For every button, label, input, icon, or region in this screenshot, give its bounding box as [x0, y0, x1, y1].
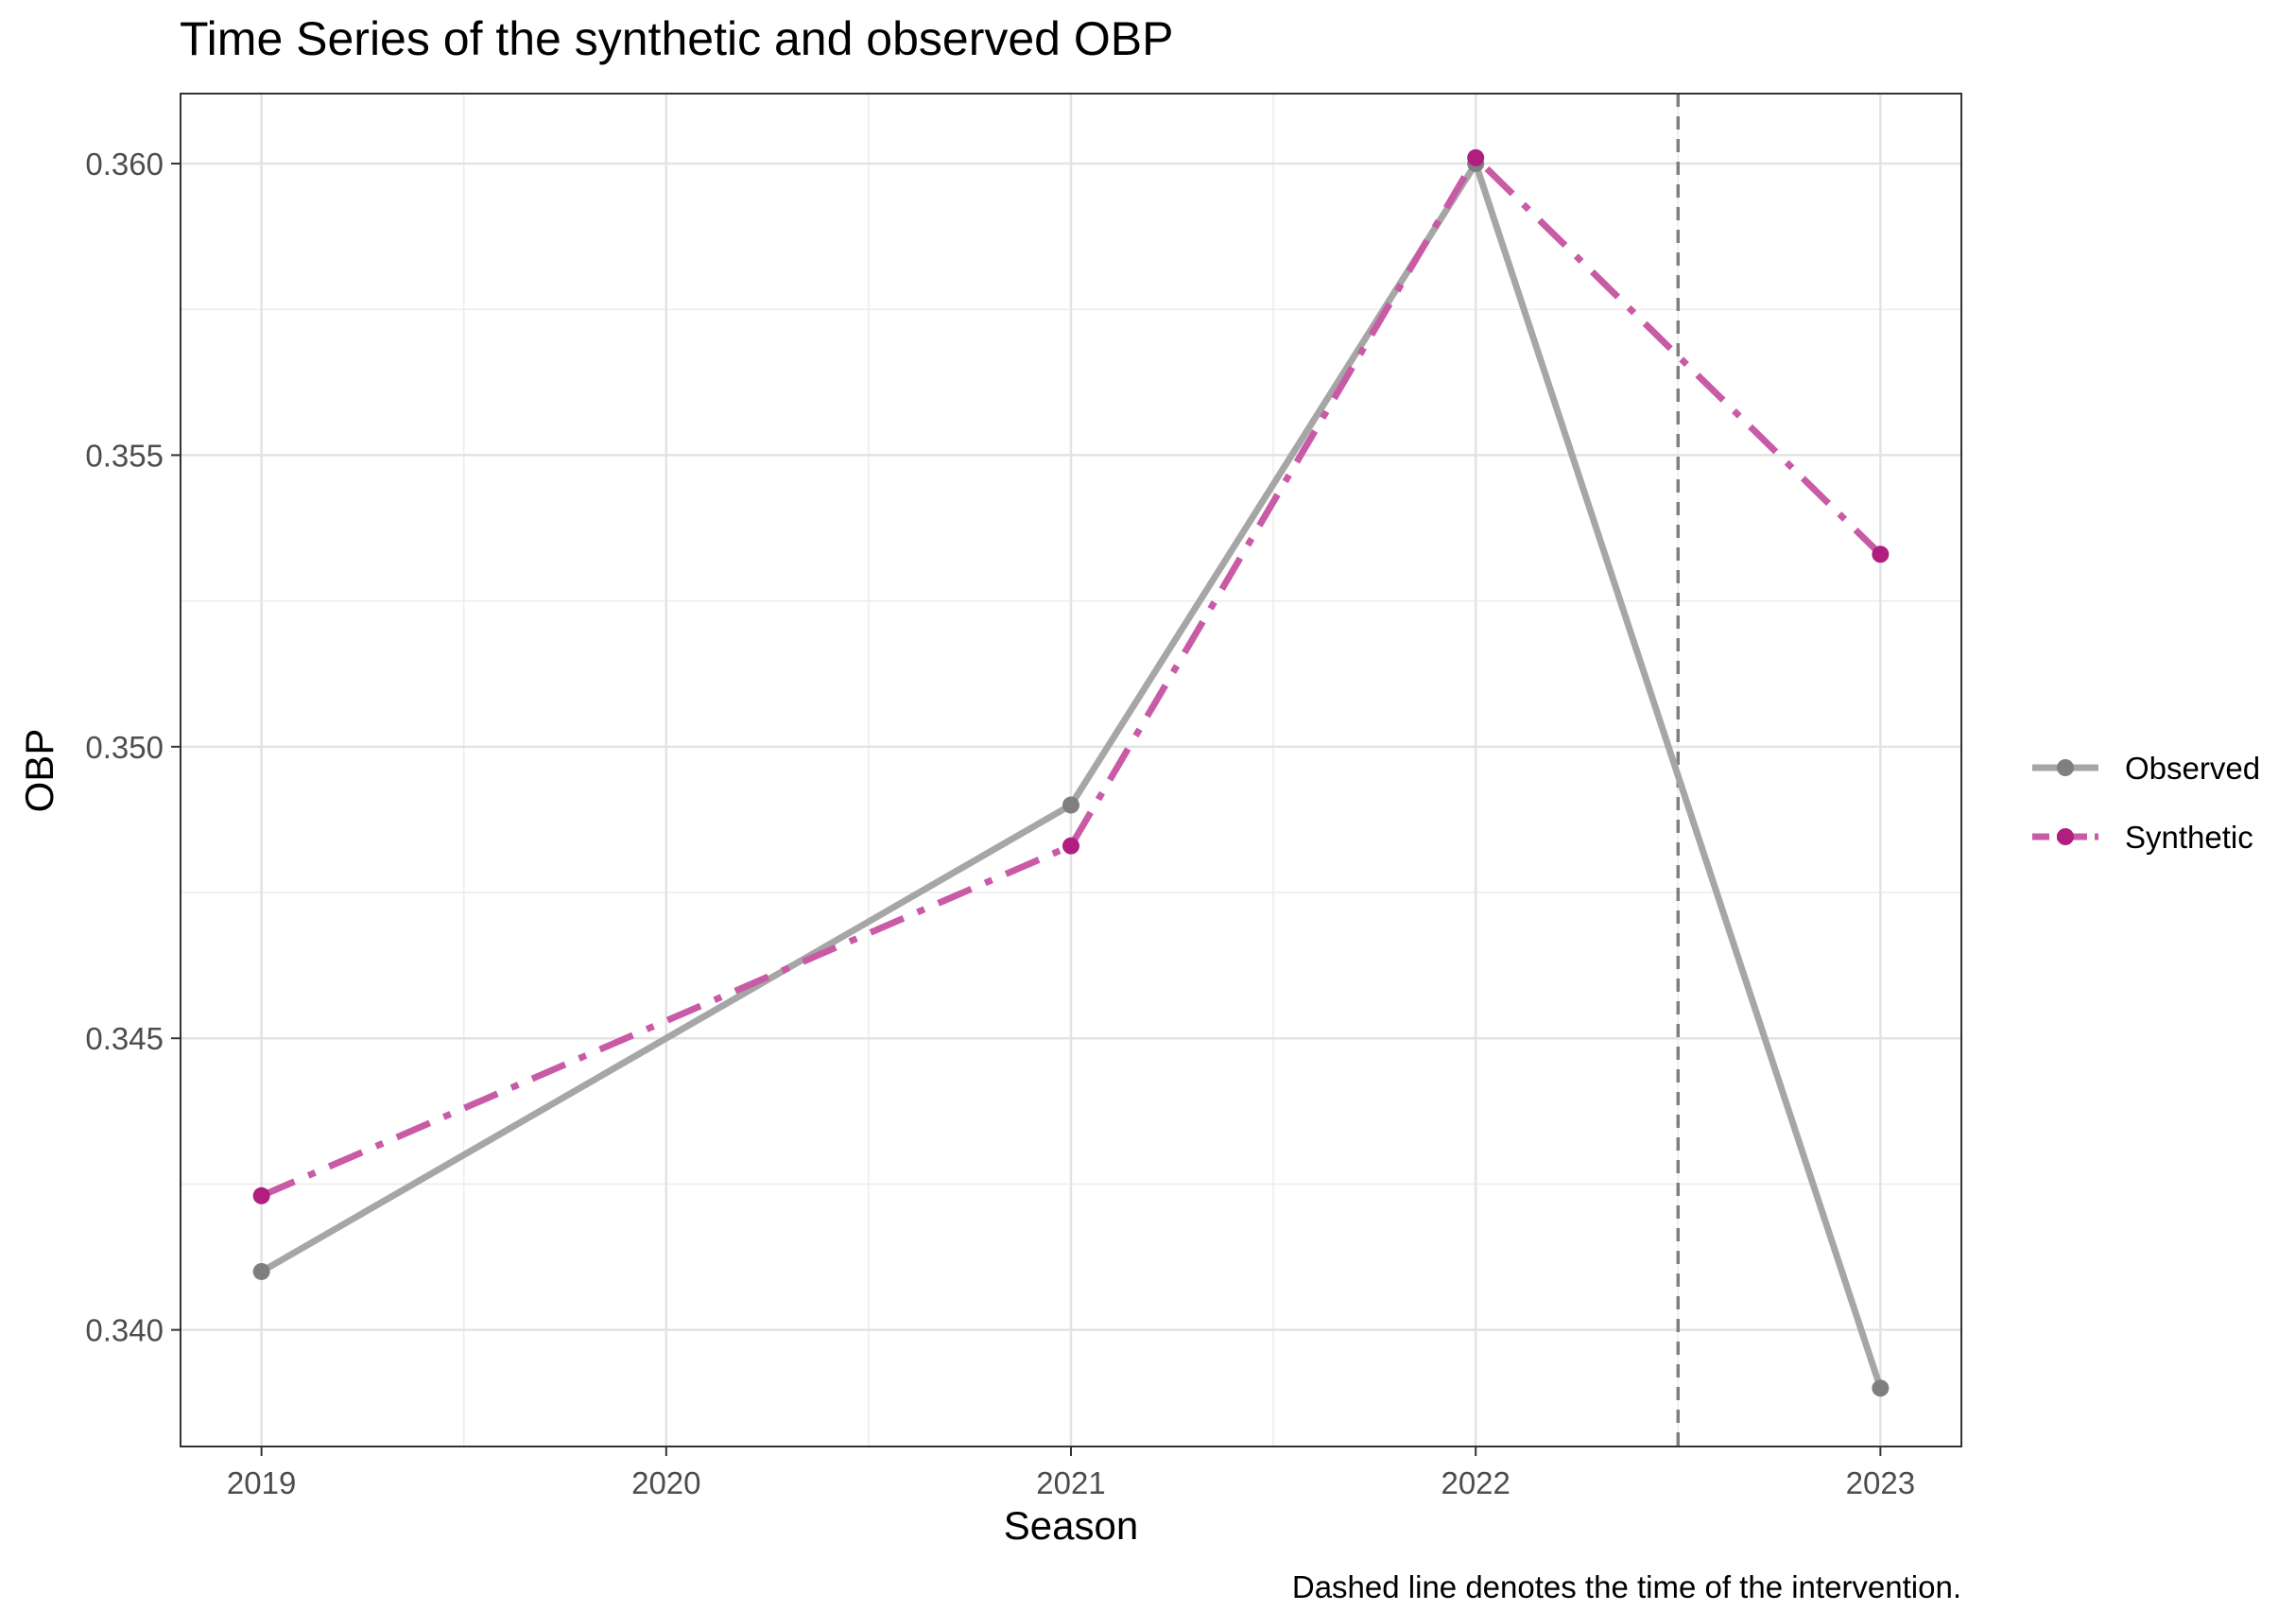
- x-tick-label: 2020: [631, 1465, 700, 1500]
- y-tick-label: 0.355: [85, 438, 164, 473]
- data-point-synthetic: [1467, 148, 1485, 166]
- y-axis: 0.340 0.345 0.350 0.355 0.360: [85, 147, 181, 1348]
- data-point-synthetic: [1872, 546, 1890, 563]
- data-point-observed: [252, 1262, 270, 1280]
- x-tick-label: 2022: [1441, 1465, 1510, 1500]
- data-point-observed: [1062, 796, 1079, 814]
- series-line-synthetic: [260, 154, 1883, 1200]
- caption: Dashed line denotes the time of the inte…: [1292, 1569, 1961, 1604]
- y-tick-label: 0.340: [85, 1313, 164, 1348]
- legend: Observed Synthetic: [2032, 751, 2260, 855]
- y-tick-label: 0.350: [85, 730, 164, 765]
- data-point-synthetic: [252, 1187, 270, 1204]
- chart-title: Time Series of the synthetic and observe…: [180, 12, 1173, 65]
- legend-key-point-observed: [2057, 759, 2074, 776]
- legend-label-synthetic: Synthetic: [2125, 820, 2253, 855]
- series-points: [252, 148, 1890, 1397]
- y-axis-label: OBP: [17, 729, 61, 813]
- y-tick-label: 0.360: [85, 147, 164, 182]
- y-tick-label: 0.345: [85, 1021, 164, 1056]
- x-tick-label: 2023: [1846, 1465, 1915, 1500]
- data-point-synthetic: [1062, 837, 1079, 855]
- legend-label-observed: Observed: [2125, 751, 2260, 786]
- series-lines: [259, 154, 1884, 1390]
- x-axis-label: Season: [1004, 1503, 1138, 1548]
- x-tick-label: 2021: [1036, 1465, 1105, 1500]
- data-point-observed: [1872, 1379, 1890, 1397]
- x-tick-label: 2019: [227, 1465, 296, 1500]
- x-axis: 2019 2020 2021 2022 2023: [227, 1446, 1915, 1500]
- series-line-observed: [259, 160, 1884, 1390]
- legend-key-point-synthetic: [2057, 828, 2074, 845]
- grid-major: [181, 94, 1961, 1446]
